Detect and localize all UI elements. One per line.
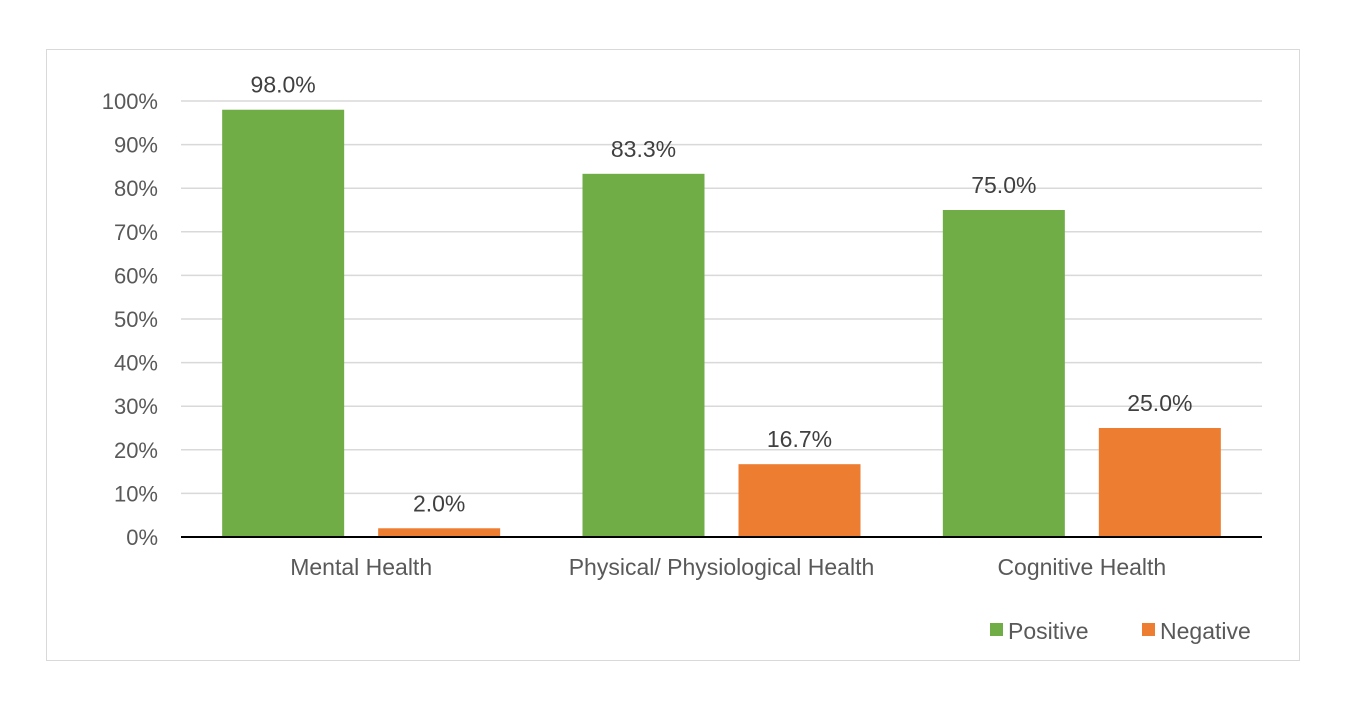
- bars: [222, 109, 1221, 537]
- data-label: 2.0%: [413, 490, 465, 516]
- y-tick-label: 10%: [114, 481, 158, 506]
- y-tick-label: 40%: [114, 351, 158, 376]
- legend-label-positive: Positive: [1008, 618, 1089, 644]
- y-axis-ticks: 0% 10% 20% 30% 40% 50% 60% 70% 80% 90% 100%: [102, 89, 158, 550]
- data-label: 75.0%: [971, 172, 1036, 198]
- data-label: 83.3%: [611, 136, 676, 162]
- legend: Positive Negative: [990, 618, 1251, 644]
- legend-swatch-positive: [990, 623, 1003, 636]
- legend-label-negative: Negative: [1160, 618, 1251, 644]
- data-label: 16.7%: [767, 426, 832, 452]
- data-label: 25.0%: [1127, 390, 1192, 416]
- bar-positive: [582, 173, 705, 537]
- bar-negative: [1098, 428, 1221, 537]
- y-tick-label: 70%: [114, 220, 158, 245]
- bar-positive: [222, 109, 345, 537]
- y-tick-label: 0%: [126, 525, 158, 550]
- data-labels: 98.0% 2.0% 83.3% 16.7% 75.0% 25.0%: [251, 72, 1193, 517]
- category-label: Physical/ Physiological Health: [569, 554, 875, 580]
- category-label: Cognitive Health: [997, 554, 1166, 580]
- category-labels: Mental Health Physical/ Physiological Hea…: [290, 554, 1166, 580]
- y-tick-label: 60%: [114, 263, 158, 288]
- gridlines: [181, 100, 1262, 495]
- bar-negative: [378, 528, 501, 537]
- y-tick-label: 50%: [114, 307, 158, 332]
- bar-positive: [942, 210, 1065, 537]
- y-tick-label: 100%: [102, 89, 158, 114]
- y-tick-label: 90%: [114, 133, 158, 158]
- data-label: 98.0%: [251, 72, 316, 98]
- legend-swatch-negative: [1142, 623, 1155, 636]
- y-tick-label: 30%: [114, 394, 158, 419]
- y-tick-label: 20%: [114, 438, 158, 463]
- category-label: Mental Health: [290, 554, 432, 580]
- y-tick-label: 80%: [114, 176, 158, 201]
- bar-negative: [738, 464, 861, 537]
